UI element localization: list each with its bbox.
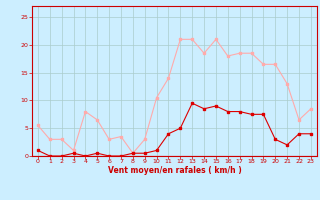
X-axis label: Vent moyen/en rafales ( km/h ): Vent moyen/en rafales ( km/h )	[108, 166, 241, 175]
